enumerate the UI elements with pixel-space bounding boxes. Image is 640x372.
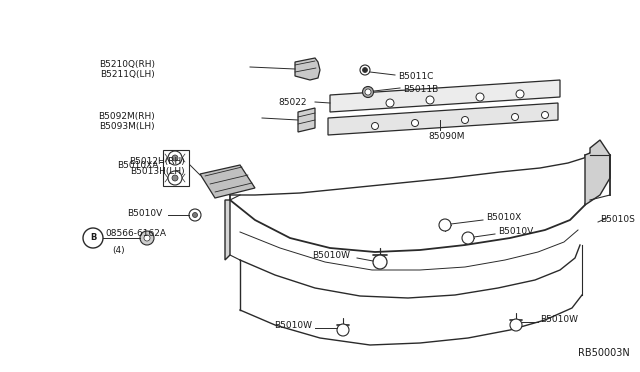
Text: B5010W: B5010W (274, 321, 312, 330)
Polygon shape (328, 103, 558, 135)
Polygon shape (330, 80, 560, 112)
Circle shape (439, 219, 451, 231)
Circle shape (189, 209, 201, 221)
Text: (4): (4) (112, 246, 125, 255)
Text: 85090M: 85090M (428, 132, 465, 141)
Circle shape (461, 116, 468, 124)
Polygon shape (200, 165, 255, 198)
Text: 08566-6162A: 08566-6162A (105, 228, 166, 237)
Circle shape (144, 235, 150, 241)
Circle shape (373, 255, 387, 269)
Circle shape (168, 171, 182, 185)
Circle shape (337, 324, 349, 336)
Text: RB50003N: RB50003N (579, 348, 630, 358)
Circle shape (362, 67, 367, 73)
Circle shape (516, 90, 524, 98)
Text: B5010V: B5010V (498, 228, 533, 237)
Text: B5012H(RH): B5012H(RH) (129, 157, 185, 166)
Text: B5093M(LH): B5093M(LH) (99, 122, 155, 131)
Text: B5092M(RH): B5092M(RH) (99, 112, 155, 121)
Polygon shape (585, 140, 610, 205)
Circle shape (386, 99, 394, 107)
Circle shape (83, 228, 103, 248)
Text: B5010W: B5010W (312, 250, 350, 260)
Circle shape (362, 87, 374, 97)
Circle shape (360, 65, 370, 75)
Text: B5010V: B5010V (127, 208, 162, 218)
Polygon shape (298, 108, 315, 132)
Circle shape (193, 212, 198, 218)
Circle shape (426, 96, 434, 104)
Polygon shape (225, 200, 230, 260)
Text: B5011C: B5011C (398, 72, 433, 81)
Circle shape (140, 231, 154, 245)
Text: B5010W: B5010W (540, 315, 578, 324)
Text: B5010X: B5010X (486, 214, 521, 222)
Circle shape (371, 122, 378, 129)
Circle shape (172, 175, 178, 181)
Text: B5010S: B5010S (600, 215, 635, 224)
Circle shape (476, 93, 484, 101)
Text: B5013H(LH): B5013H(LH) (131, 167, 185, 176)
Text: B5210Q(RH): B5210Q(RH) (99, 60, 155, 69)
Text: B5011B: B5011B (403, 85, 438, 94)
Circle shape (168, 151, 182, 165)
Circle shape (511, 113, 518, 121)
Circle shape (412, 119, 419, 126)
Text: B5211Q(LH): B5211Q(LH) (100, 70, 155, 79)
Circle shape (365, 89, 371, 95)
Text: B5010XA: B5010XA (116, 160, 158, 170)
Text: 85022: 85022 (278, 98, 307, 107)
Circle shape (510, 319, 522, 331)
Text: B: B (90, 234, 96, 243)
Circle shape (541, 112, 548, 119)
Circle shape (172, 155, 178, 161)
Polygon shape (295, 58, 320, 80)
Circle shape (462, 232, 474, 244)
